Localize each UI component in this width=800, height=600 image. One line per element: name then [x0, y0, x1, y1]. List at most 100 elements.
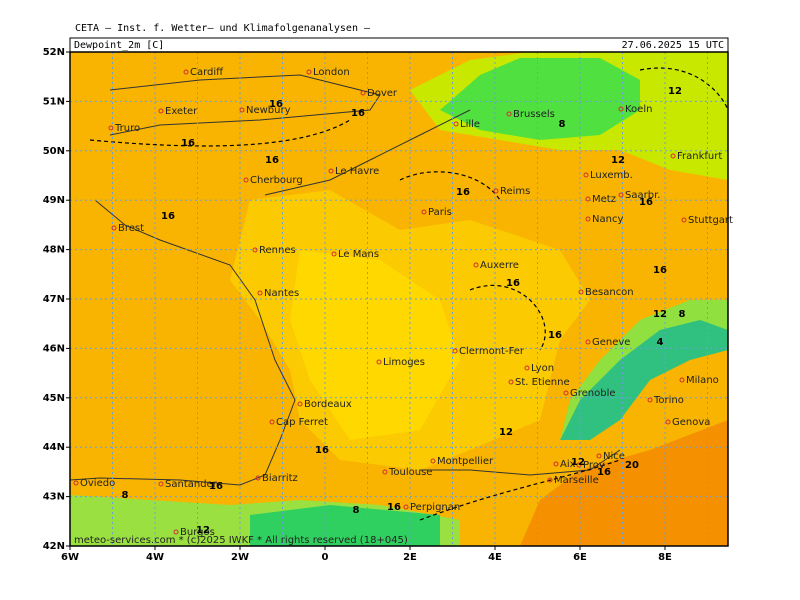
x-tick-label: 4W — [146, 552, 164, 563]
field — [70, 52, 728, 546]
city-marker — [382, 469, 388, 475]
city-marker — [563, 390, 569, 396]
city-label: Clermont-Fer — [459, 346, 525, 357]
city-marker — [576, 462, 582, 468]
city-marker — [328, 168, 334, 174]
city-marker — [306, 69, 312, 75]
city-label: Bordeaux — [304, 399, 352, 410]
city-label: Genova — [672, 417, 710, 428]
city-label: St. Etienne — [515, 377, 570, 388]
city-marker — [360, 90, 366, 96]
city-marker — [173, 529, 179, 535]
coastline-uk — [109, 74, 381, 136]
city-label: Nancy — [592, 214, 623, 225]
city-marker — [618, 106, 624, 112]
city-label: Koeln — [625, 104, 652, 115]
city-marker — [583, 172, 589, 178]
city-marker — [376, 359, 382, 365]
city-label: Truro — [114, 123, 140, 134]
contour-label: 16 — [315, 445, 329, 456]
city-marker — [647, 397, 653, 403]
city-marker — [453, 121, 459, 127]
city-label: Santander — [165, 479, 218, 490]
y-tick-label: 50N — [43, 146, 65, 157]
contour-label: 16 — [597, 467, 611, 478]
contour-label: 16 — [548, 330, 562, 341]
x-tick-label: 6E — [573, 552, 587, 563]
city-label: Exeter — [165, 106, 198, 117]
city-marker — [665, 419, 671, 425]
city-marker — [473, 262, 479, 268]
grid — [70, 52, 728, 546]
field-sea-orange — [520, 420, 728, 546]
variable-label: Dewpoint_2m [C] — [74, 40, 164, 51]
city-label: Toulouse — [388, 467, 432, 478]
city-marker — [585, 216, 591, 222]
y-tick-label: 46N — [43, 343, 65, 354]
y-tick-label: 47N — [43, 294, 65, 305]
source-title: CETA – Inst. f. Wetter– und Klimafolgena… — [75, 23, 371, 34]
city-label: Marseille — [554, 475, 599, 486]
field-yellow2 — [290, 250, 460, 440]
city-marker — [430, 458, 436, 464]
contour-label: 16 — [351, 108, 365, 119]
contour-label: 16 — [181, 138, 195, 149]
city-marker — [524, 365, 530, 371]
city-label: Brest — [118, 223, 144, 234]
coastline-north-south — [264, 109, 621, 476]
city-marker — [183, 69, 189, 75]
contour-label: 16 — [456, 187, 470, 198]
contour-label: 16 — [653, 265, 667, 276]
contour-label: 8 — [353, 505, 360, 516]
city-label: Aix — [560, 459, 576, 470]
contour-label: 12 — [571, 457, 585, 468]
contour-label: 12 — [611, 155, 625, 166]
y-tick-label: 42N — [43, 541, 65, 552]
contour-label: 12 — [196, 525, 210, 536]
city-label: Paris — [428, 207, 452, 218]
city-label: London — [313, 67, 350, 78]
contour-label: 12 — [653, 309, 667, 320]
city-marker — [596, 453, 602, 459]
city-marker — [493, 188, 499, 194]
city-label: Prov — [583, 460, 605, 471]
x-tick-label: 0 — [322, 552, 329, 563]
city-label: Montpellier — [437, 456, 494, 467]
city-marker — [670, 153, 676, 159]
city-label: Le Mans — [338, 249, 379, 260]
city-label: Dover — [367, 88, 398, 99]
y-tick-label: 43N — [43, 492, 65, 503]
city-marker — [508, 379, 514, 385]
city-marker — [681, 217, 687, 223]
city-label: Perpignan — [410, 502, 460, 513]
contour-label: 16 — [209, 481, 223, 492]
field-alps-lime — [560, 300, 728, 440]
city-marker — [679, 377, 685, 383]
contour-label: 8 — [122, 490, 129, 501]
city-label: Rennes — [259, 245, 296, 256]
contour-label: 16 — [265, 155, 279, 166]
y-tick-label: 48N — [43, 245, 65, 256]
city-label: Le Havre — [335, 166, 379, 177]
city-label: Stuttgart — [688, 215, 733, 226]
x-tick-label: 8E — [658, 552, 672, 563]
city-marker — [239, 107, 245, 113]
city-marker — [452, 348, 458, 354]
city-label: Milano — [686, 375, 719, 386]
city-marker — [578, 289, 584, 295]
city-label: Biarritz — [262, 473, 298, 484]
city-label: Geneve — [592, 337, 630, 348]
city-marker — [585, 196, 591, 202]
city-label: Cardiff — [190, 67, 224, 78]
city-marker — [331, 251, 337, 257]
coastline — [70, 199, 296, 486]
city-marker — [421, 209, 427, 215]
city-label: Nice — [603, 451, 625, 462]
city-marker — [553, 461, 559, 467]
city-label: Metz — [592, 194, 616, 205]
city-label: Burgos — [180, 527, 215, 538]
city-label: Luxemb. — [590, 170, 633, 181]
footer-credit: meteo-services.com * (c)2025 IWKF * All … — [74, 535, 408, 546]
city-label: Frankfurt — [677, 151, 722, 162]
city-marker — [269, 419, 275, 425]
